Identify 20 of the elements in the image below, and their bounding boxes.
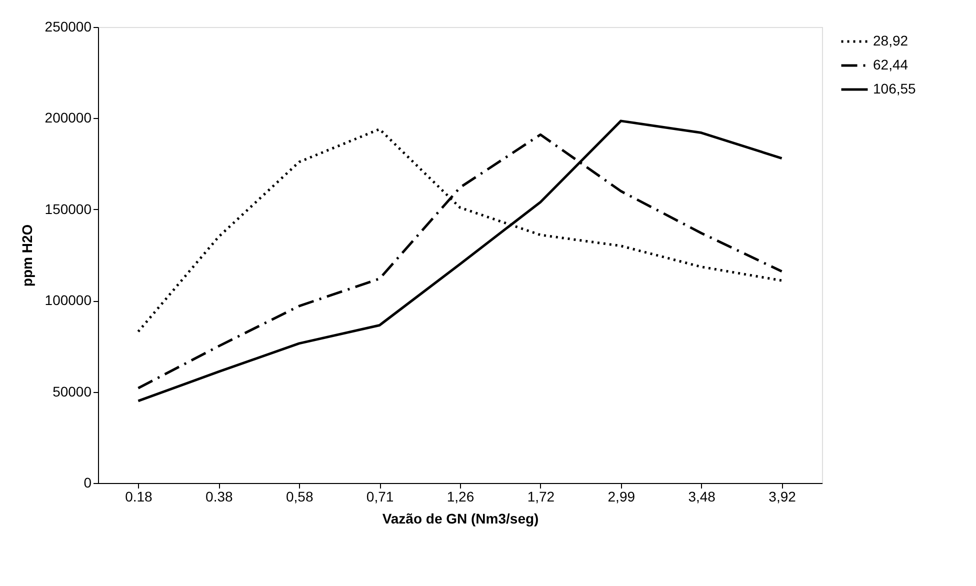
x-tick-label: 0.18 bbox=[125, 488, 153, 504]
x-tick-label: 3,92 bbox=[768, 488, 796, 504]
x-tick-label: 3,48 bbox=[688, 488, 716, 504]
x-tick-label: 1,26 bbox=[446, 488, 474, 504]
y-tick-label: 200000 bbox=[44, 110, 92, 126]
x-tick-label: 0.38 bbox=[206, 488, 234, 504]
y-axis-title: ppm H2O bbox=[18, 224, 35, 287]
legend-label: 106,55 bbox=[873, 80, 916, 96]
x-axis-title: Vazão de GN (Nm3/seg) bbox=[382, 510, 539, 526]
y-tick-label: 150000 bbox=[44, 200, 92, 217]
legend-label: 62,44 bbox=[873, 56, 908, 72]
x-tick-label: 2,99 bbox=[608, 488, 636, 504]
y-tick-label: 100000 bbox=[44, 292, 92, 308]
y-tick-label: 50000 bbox=[52, 383, 92, 400]
x-tick-label: 0,58 bbox=[286, 488, 314, 504]
y-tick-label: 250000 bbox=[44, 18, 92, 34]
legend-label: 28,92 bbox=[873, 32, 908, 48]
y-tick-label: 0 bbox=[84, 474, 92, 490]
x-tick-label: 1,72 bbox=[527, 488, 555, 504]
x-tick-label: 0,71 bbox=[366, 488, 394, 504]
